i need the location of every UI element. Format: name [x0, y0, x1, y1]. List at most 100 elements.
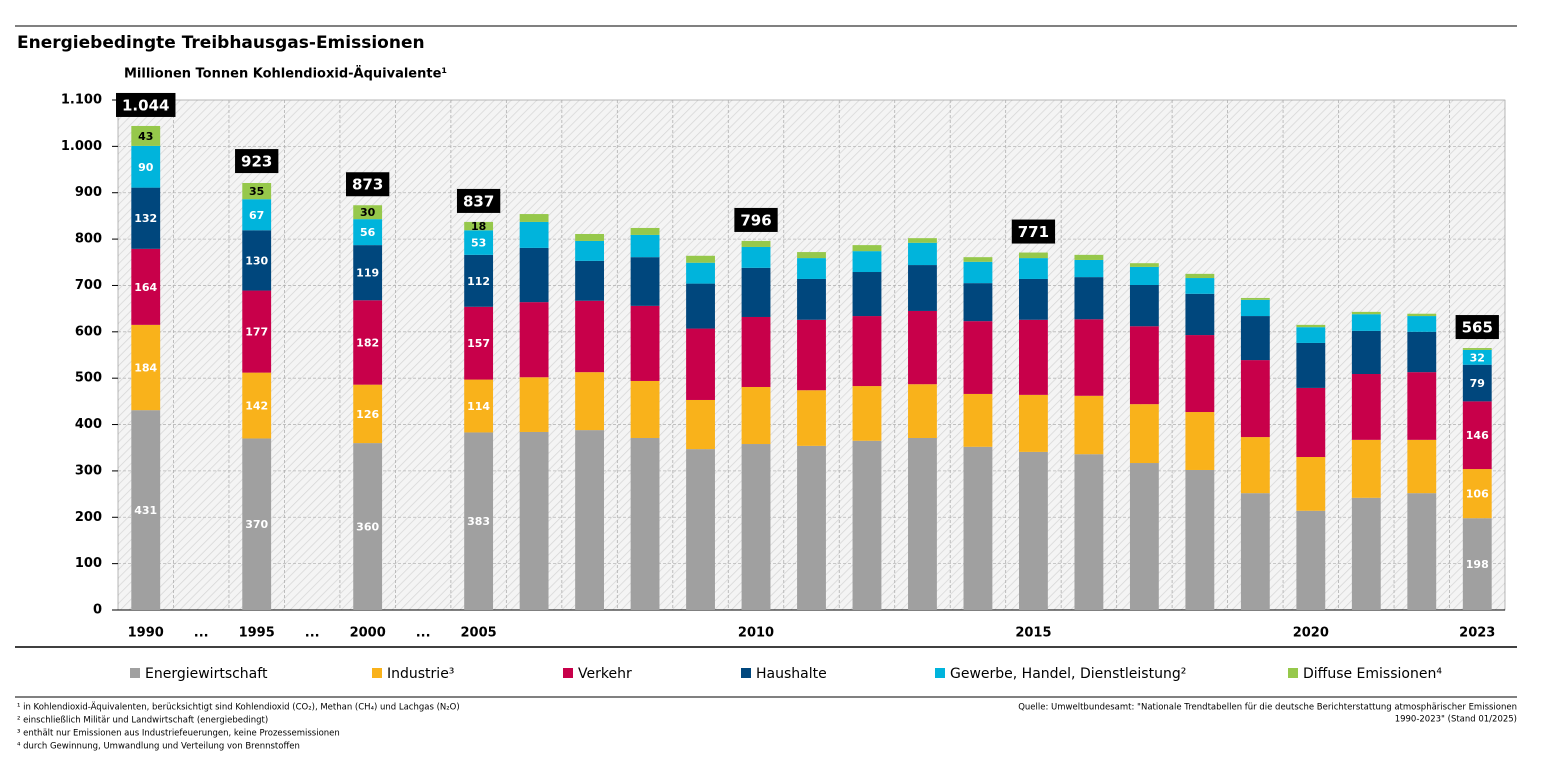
segment-label: 383 [467, 515, 490, 528]
bar-segment [1018, 319, 1048, 395]
bar-segment [1462, 349, 1492, 365]
source: 1990-2023" (Stand 01/2025) [1395, 715, 1517, 725]
bar-segment [1462, 469, 1492, 519]
segment-label: 112 [467, 275, 490, 288]
y-tick-label: 800 [75, 232, 102, 247]
bar-segment [963, 321, 993, 394]
bar-segment [1351, 439, 1381, 498]
segment-label: 370 [245, 518, 268, 531]
y-tick-label: 400 [75, 417, 102, 432]
bar-segment [131, 410, 161, 610]
bar-segment [1185, 412, 1215, 470]
x-tick-label: 2020 [1293, 626, 1329, 641]
footnote: ¹ in Kohlendioxid-Äquivalenten, berücksi… [17, 702, 460, 713]
legend-label: Energiewirtschaft [145, 666, 268, 682]
bar-segment [1018, 278, 1048, 320]
bar-segment [1074, 454, 1104, 610]
x-tick-label: 1995 [239, 626, 275, 641]
bar-segment [1129, 284, 1159, 327]
bar-segment [1351, 497, 1381, 610]
bar-segment [686, 328, 715, 400]
bar-segment [464, 306, 494, 380]
bar-segment [353, 205, 383, 220]
bar-segment [575, 430, 605, 610]
segment-label: 198 [1466, 558, 1489, 571]
y-tick-label: 200 [75, 510, 102, 525]
bar-segment [1351, 311, 1381, 315]
chart-title: Energiebedingte Treibhausgas-Emissionen [17, 33, 425, 53]
bar-segment [686, 399, 715, 450]
segment-label: 132 [134, 212, 157, 225]
bar-segment [1074, 395, 1104, 455]
total-box [1011, 219, 1056, 244]
bar-segment [1074, 319, 1104, 396]
segment-label: 53 [471, 237, 486, 250]
bar-segment [1240, 437, 1270, 494]
bar-segment [1462, 364, 1492, 402]
segment-label: 142 [245, 400, 268, 413]
bar-segment [131, 187, 161, 249]
bar-segment [519, 377, 549, 432]
bar-segment [741, 386, 771, 445]
bar-segment [630, 437, 660, 610]
segment-label: 43 [138, 130, 153, 143]
bar-segment [131, 324, 161, 411]
x-tick-label: 1990 [128, 626, 164, 641]
bar-segment [908, 238, 937, 243]
bar-segment [1018, 258, 1048, 279]
segment-label: 18 [471, 220, 486, 233]
x-tick-label: ... [194, 626, 209, 641]
bar-segment [353, 384, 383, 444]
segment-label: 182 [356, 336, 379, 349]
bar-segment [797, 390, 826, 446]
bar-segment [741, 267, 771, 317]
bar-segment [1462, 401, 1492, 470]
segment-label: 360 [356, 521, 379, 534]
footnote: ³ enthält nur Emissionen aus Industriefe… [17, 729, 340, 739]
bar-segment [1296, 342, 1326, 388]
y-tick-label: 100 [75, 556, 102, 571]
segment-label: 35 [249, 185, 264, 198]
y-tick-label: 900 [75, 185, 102, 200]
bar-segment [1296, 324, 1326, 328]
bar-segment [686, 262, 715, 284]
segment-label: 32 [1470, 351, 1485, 364]
segment-label: 56 [360, 226, 376, 239]
bar-segment [242, 182, 272, 200]
total-label: 771 [1018, 223, 1049, 241]
bar-segment [797, 319, 826, 391]
legend-label: Industrie³ [387, 666, 454, 682]
bar-segment [1185, 335, 1215, 413]
bar-segment [131, 145, 161, 188]
bar-segment [1018, 394, 1048, 452]
bar-segment [908, 310, 937, 385]
source: Quelle: Umweltbundesamt: "Nationale Tren… [1018, 703, 1517, 713]
bar-segment [353, 443, 383, 610]
bar-segment [852, 316, 882, 387]
total-box [734, 207, 778, 232]
bar-segment [741, 316, 771, 387]
bar-segment [1185, 278, 1215, 294]
total-label: 923 [241, 153, 272, 171]
bar-segment [1407, 493, 1437, 610]
bar-segment [741, 240, 771, 247]
y-tick-label: 600 [75, 324, 102, 339]
x-tick-label: 2005 [461, 626, 497, 641]
total-label: 873 [352, 176, 383, 194]
bar-segment [519, 221, 549, 248]
bar-segment [1296, 510, 1326, 610]
bar-segment [963, 393, 993, 447]
bar-segment [242, 290, 272, 373]
legend-swatch [563, 668, 573, 678]
bar-segment [686, 255, 715, 263]
segment-label: 126 [356, 408, 379, 421]
y-tick-label: 300 [75, 463, 102, 478]
bar-segment [1185, 273, 1215, 279]
legend-swatch [1288, 668, 1298, 678]
bar-segment [575, 240, 605, 261]
bar-segment [575, 260, 605, 301]
bar-segment [963, 257, 993, 262]
bar-segment [852, 440, 882, 610]
bar-segment [242, 230, 272, 291]
bar-segment [1129, 404, 1159, 464]
